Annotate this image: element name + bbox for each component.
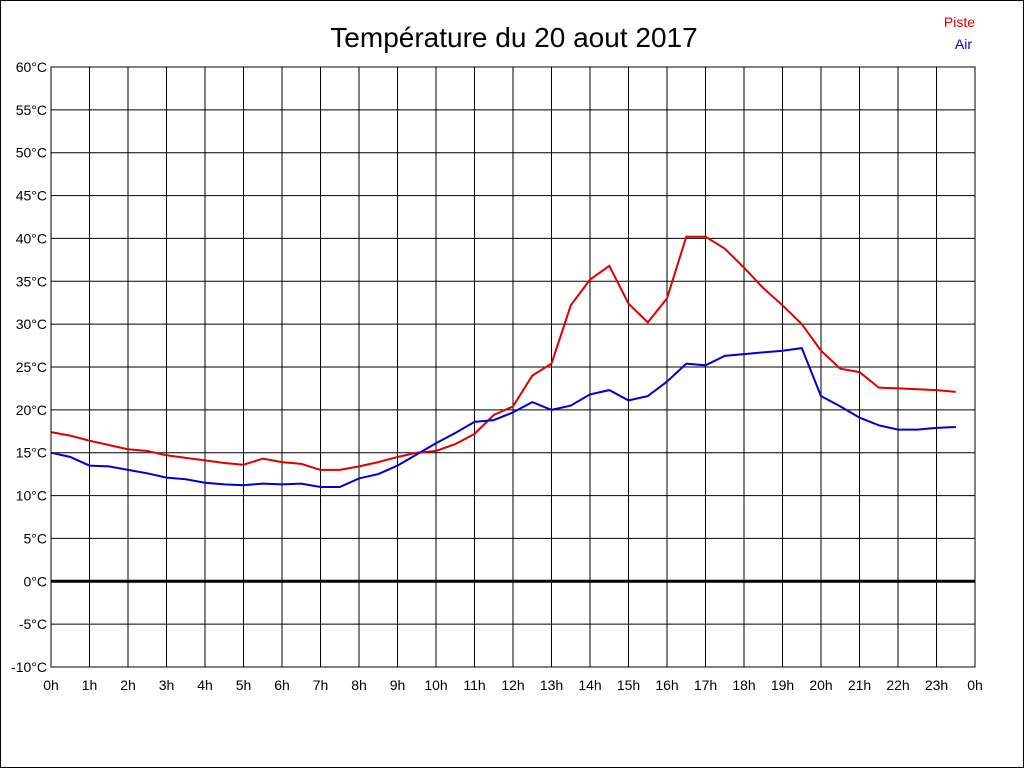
- y-axis-ticks: -10°C -5°C 0°C 5°C 10°C 15°C 20°C 25°C 30°C 35°C 4…: [11, 59, 47, 675]
- y-tick-label: 60°C: [16, 59, 47, 75]
- y-tick-label: 45°C: [16, 188, 47, 204]
- y-tick-label: 5°C: [24, 530, 48, 546]
- x-tick-label: 1h: [82, 677, 98, 693]
- x-tick-label: 22h: [886, 677, 909, 693]
- x-tick-label: 4h: [197, 677, 213, 693]
- x-tick-label: 7h: [313, 677, 329, 693]
- legend-air: Air: [955, 36, 972, 52]
- x-tick-label: 11h: [463, 677, 485, 693]
- x-tick-label: 3h: [159, 677, 175, 693]
- y-tick-label: 55°C: [16, 102, 47, 118]
- x-tick-label: 0h: [967, 677, 983, 693]
- chart-title: Température du 20 aout 2017: [330, 22, 697, 53]
- legend-piste: Piste: [944, 14, 975, 30]
- x-tick-label: 14h: [578, 677, 601, 693]
- x-tick-label: 6h: [274, 677, 290, 693]
- y-tick-label: 20°C: [16, 402, 47, 418]
- x-tick-label: 17h: [694, 677, 717, 693]
- x-tick-label: 19h: [771, 677, 794, 693]
- x-tick-label: 16h: [655, 677, 678, 693]
- y-tick-label: 25°C: [16, 359, 47, 375]
- y-tick-label: 40°C: [16, 230, 47, 246]
- y-tick-label: 30°C: [16, 316, 47, 332]
- x-tick-label: 20h: [809, 677, 832, 693]
- x-tick-label: 23h: [925, 677, 948, 693]
- y-tick-label: 15°C: [16, 445, 47, 461]
- x-tick-label: 0h: [43, 677, 59, 693]
- y-tick-label: 10°C: [16, 488, 47, 504]
- series-line-1: [50, 347, 956, 488]
- x-tick-label: 9h: [390, 677, 406, 693]
- y-tick-label: 50°C: [16, 145, 47, 161]
- y-tick-label: -10°C: [11, 659, 47, 675]
- plot-frame: [50, 66, 976, 668]
- grid: [50, 66, 976, 668]
- x-tick-label: 18h: [732, 677, 755, 693]
- series-layer: [50, 235, 956, 488]
- y-tick-label: -5°C: [19, 616, 47, 632]
- x-tick-label: 10h: [424, 677, 447, 693]
- x-tick-label: 2h: [120, 677, 136, 693]
- x-axis-ticks: 0h 1h 2h 3h 4h 5h 6h 7h 8h 9h 10h 11h 12h 13h 14h 15h 16…: [43, 677, 983, 693]
- y-tick-label: 35°C: [16, 273, 47, 289]
- x-tick-label: 13h: [540, 677, 563, 693]
- series-line-0: [50, 235, 956, 471]
- y-tick-label: 0°C: [24, 573, 48, 589]
- x-tick-label: 15h: [617, 677, 640, 693]
- x-tick-label: 21h: [848, 677, 871, 693]
- x-tick-label: 8h: [351, 677, 367, 693]
- x-tick-label: 5h: [236, 677, 252, 693]
- x-tick-label: 12h: [501, 677, 524, 693]
